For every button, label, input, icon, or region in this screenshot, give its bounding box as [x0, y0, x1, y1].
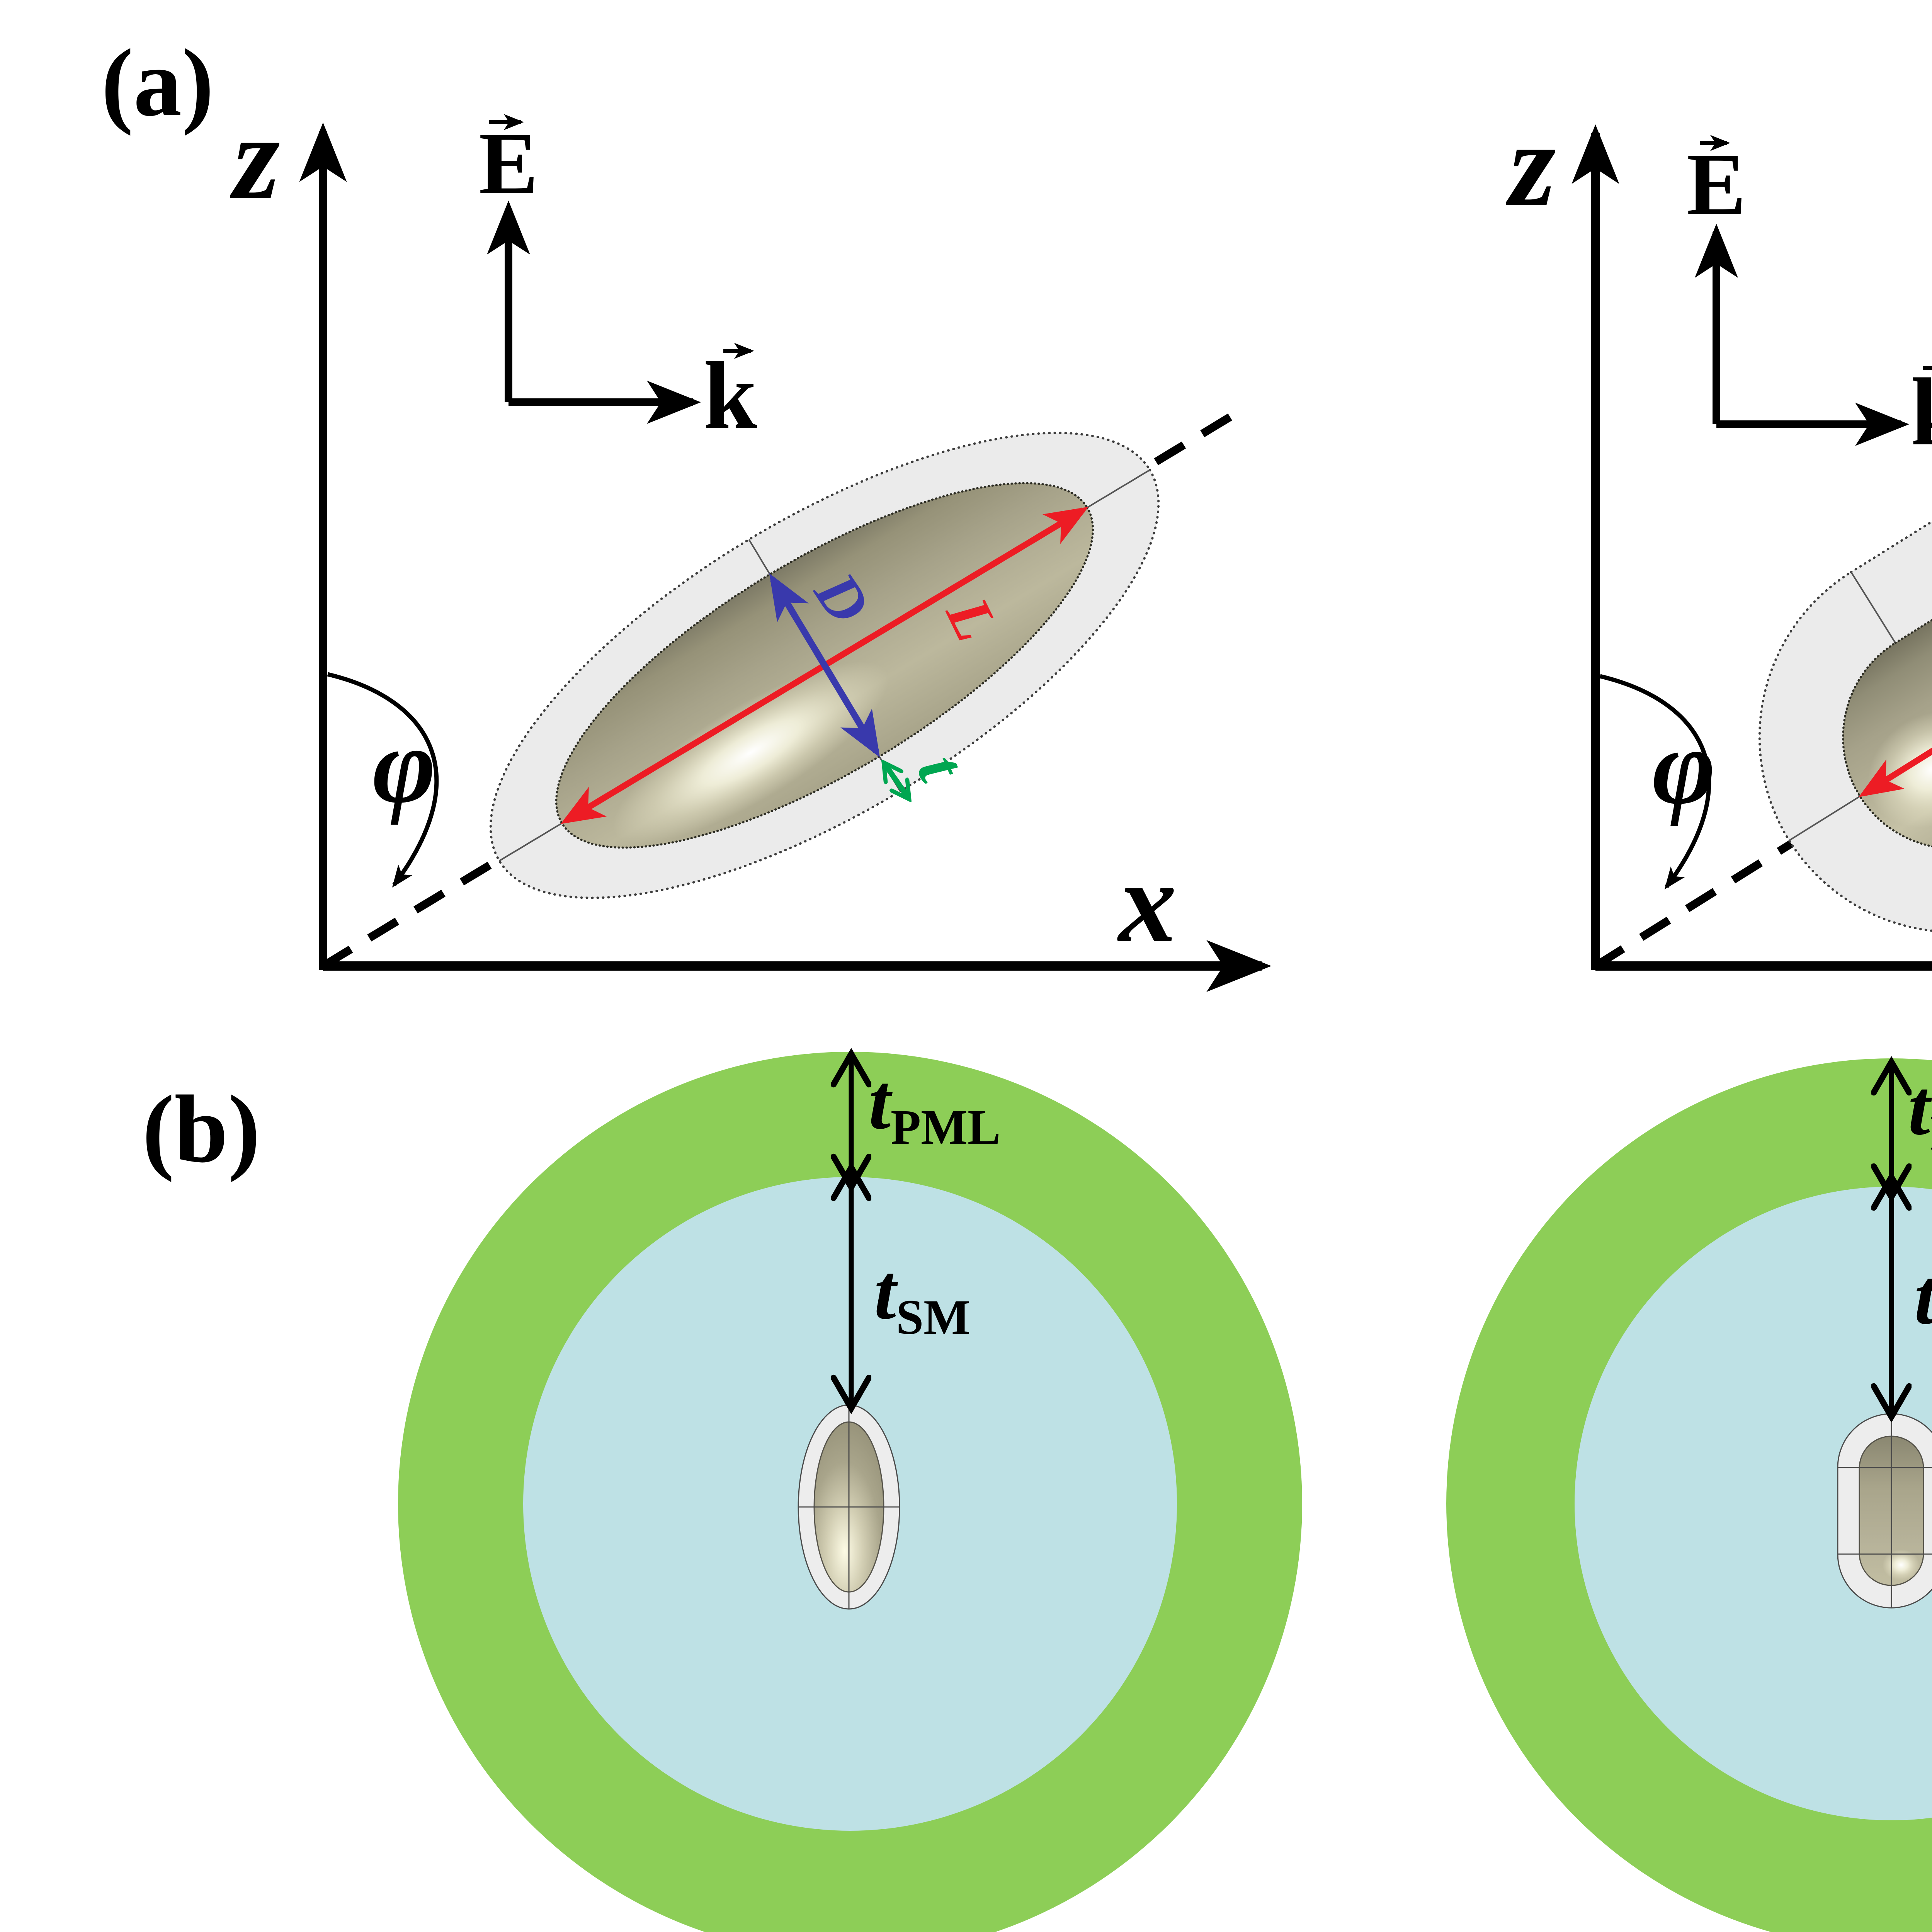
svg-text:E: E	[1687, 135, 1746, 233]
svg-text:tSM: tSM	[1914, 1253, 1932, 1350]
svg-text:z: z	[1505, 99, 1556, 231]
svg-text:z: z	[230, 92, 280, 224]
svg-text:(b): (b)	[142, 1076, 260, 1183]
svg-text:k: k	[1910, 359, 1932, 466]
svg-text:x: x	[1117, 838, 1177, 966]
svg-text:E: E	[479, 114, 538, 213]
svg-text:tPML: tPML	[1908, 1064, 1932, 1160]
svg-text:k: k	[703, 342, 757, 449]
svg-text:φ: φ	[372, 705, 436, 825]
svg-text:(a): (a)	[101, 29, 214, 136]
